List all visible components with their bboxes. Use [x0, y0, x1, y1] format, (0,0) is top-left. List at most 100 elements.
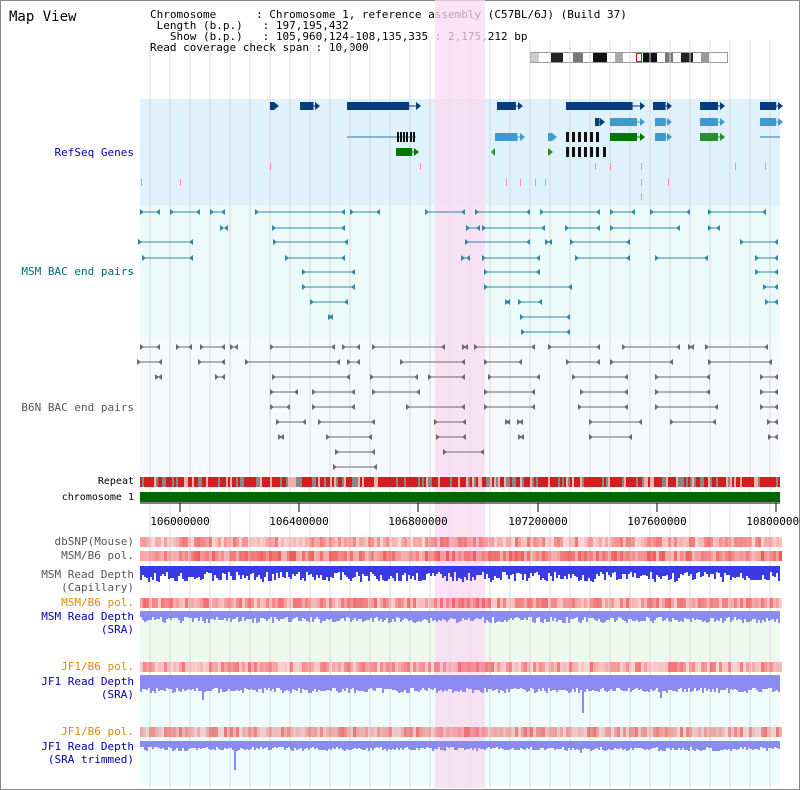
polymorphism-cell	[257, 727, 260, 737]
polymorphism-cell	[677, 537, 680, 547]
read-depth-bar	[252, 675, 254, 690]
read-depth-bar	[484, 566, 486, 579]
polymorphism-cell	[506, 537, 509, 547]
read-depth-bar	[724, 611, 726, 621]
repeat-block	[570, 477, 572, 487]
polymorphism-cell	[473, 551, 476, 561]
polymorphism-cell	[389, 727, 392, 737]
read-depth-bar	[188, 566, 190, 577]
read-depth-bar	[186, 741, 188, 751]
jf1-b6-pol-trimmed-label[interactable]: JF1/B6 pol.	[61, 725, 134, 738]
polymorphism-cell	[572, 727, 575, 737]
polymorphism-cell	[779, 598, 782, 608]
polymorphism-cell	[437, 662, 440, 672]
read-depth-bar	[560, 741, 562, 749]
read-depth-bar	[456, 611, 458, 623]
repeat-block	[760, 477, 762, 487]
read-depth-bar	[710, 675, 712, 692]
polymorphism-cell	[659, 662, 662, 672]
repeat-block	[590, 477, 592, 487]
read-depth-bar	[696, 566, 698, 573]
read-depth-bar	[536, 611, 538, 618]
msm-read-depth-sra-label[interactable]: MSM Read Depth (SRA)	[41, 610, 134, 636]
polymorphism-cell	[632, 662, 635, 672]
polymorphism-cell	[407, 537, 410, 547]
read-depth-bar	[680, 611, 682, 621]
bac-end	[156, 209, 160, 215]
bac-end	[272, 225, 276, 231]
read-depth-bar	[366, 741, 368, 748]
polymorphism-cell	[266, 551, 269, 561]
polymorphism-cell	[689, 727, 692, 737]
msm-read-depth-capillary-label[interactable]: MSM Read Depth (Capillary)	[41, 568, 134, 594]
read-depth-bar	[140, 611, 142, 617]
read-depth-bar	[334, 611, 336, 622]
polymorphism-cell	[665, 727, 668, 737]
jf1-b6-pol-label[interactable]: JF1/B6 pol.	[61, 660, 134, 673]
read-depth-bar	[408, 741, 410, 749]
repeat-block	[600, 477, 602, 487]
jf1-read-depth-trimmed-label[interactable]: JF1 Read Depth (SRA trimmed)	[41, 740, 134, 766]
polymorphism-cell	[185, 662, 188, 672]
read-depth-bar	[452, 611, 454, 619]
polymorphism-cell	[764, 727, 767, 737]
chromosome-ideogram[interactable]	[530, 52, 728, 63]
polymorphism-cell	[506, 727, 509, 737]
polymorphism-cell	[677, 727, 680, 737]
read-depth-bar	[244, 566, 246, 578]
read-depth-bar	[324, 566, 326, 580]
b6n-bac-label[interactable]: B6N BAC end pairs	[21, 401, 134, 414]
refseq-genes-label[interactable]: RefSeq Genes	[54, 146, 134, 159]
read-depth-bar	[242, 741, 244, 749]
read-depth-bar	[196, 675, 198, 688]
read-depth-bar	[198, 611, 200, 621]
read-depth-bar	[494, 741, 496, 748]
polymorphism-cell	[509, 551, 512, 561]
polymorphism-cell	[422, 727, 425, 737]
polymorphism-cell	[545, 662, 548, 672]
read-depth-bar	[296, 675, 298, 691]
read-depth-bar	[324, 675, 326, 691]
read-depth-bar	[456, 566, 458, 581]
repeat-block	[386, 477, 388, 487]
polymorphism-cell	[470, 537, 473, 547]
polymorphism-cell	[638, 551, 641, 561]
read-depth-bar	[402, 675, 404, 692]
repeat-block	[722, 477, 724, 487]
polymorphism-cell	[683, 551, 686, 561]
repeat-block	[188, 477, 190, 487]
polymorphism-cell	[752, 598, 755, 608]
gene	[595, 118, 600, 126]
polymorphism-cell	[608, 551, 611, 561]
read-depth-bar	[744, 675, 746, 691]
read-depth-bar	[236, 611, 238, 617]
polymorphism-cell	[344, 551, 347, 561]
msm-b6-pol-sra-label[interactable]: MSM/B6 pol.	[61, 596, 134, 609]
read-depth-bar	[164, 611, 166, 623]
read-depth-bar	[720, 566, 722, 577]
read-depth-bar	[726, 741, 728, 750]
read-depth-bar	[450, 566, 452, 577]
msm-b6-pol-label[interactable]: MSM/B6 pol.	[61, 549, 134, 562]
dbsnp-label[interactable]: dbSNP(Mouse)	[54, 535, 134, 548]
read-depth-bar	[716, 566, 718, 572]
repeat-block	[158, 477, 160, 487]
polymorphism-cell	[500, 537, 503, 547]
polymorphism-cell	[656, 662, 659, 672]
polymorphism-cell	[710, 598, 713, 608]
polymorphism-cell	[506, 598, 509, 608]
read-depth-bar	[308, 566, 310, 575]
read-depth-bar	[182, 741, 184, 748]
read-depth-bar	[672, 611, 674, 618]
repeat-block	[258, 477, 260, 487]
jf1-read-depth-sra-label[interactable]: JF1 Read Depth (SRA)	[41, 675, 134, 701]
read-depth-bar	[586, 566, 588, 581]
read-depth-bar	[634, 566, 636, 573]
gene-exon	[596, 132, 599, 142]
polymorphism-cell	[755, 598, 758, 608]
read-depth-bar	[510, 566, 512, 575]
msm-bac-label[interactable]: MSM BAC end pairs	[21, 265, 134, 278]
polymorphism-cell	[563, 551, 566, 561]
repeat-block	[688, 477, 690, 487]
